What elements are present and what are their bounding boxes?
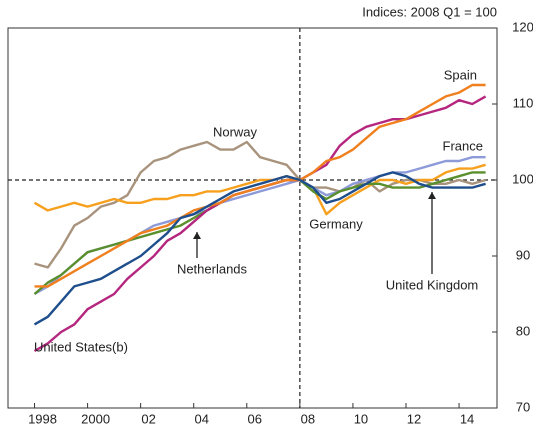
x-tick-label: 10 (354, 411, 368, 426)
x-tick-label: 12 (407, 411, 421, 426)
series-line (33, 95, 487, 353)
y-tick-label: 70 (516, 399, 530, 414)
series-line (33, 171, 486, 326)
series-label: Spain (444, 67, 477, 82)
series-label: Germany (309, 216, 363, 231)
series-line (33, 156, 486, 296)
x-tick-label: 06 (248, 411, 262, 426)
x-tick-label: 04 (194, 411, 208, 426)
y-tick-label: 100 (512, 171, 533, 186)
x-tick-label: 2000 (81, 411, 110, 426)
y-tick-label: 110 (513, 95, 533, 110)
chart-title: Indices: 2008 Q1 = 100 (362, 4, 497, 19)
plot-frame (7, 27, 498, 409)
x-tick-label: 08 (301, 411, 315, 426)
series-label: France (443, 138, 483, 153)
y-tick-label: 80 (516, 323, 530, 338)
x-tick-label: 02 (141, 411, 155, 426)
series-label: Norway (213, 124, 258, 139)
x-tick-label: 14 (460, 411, 474, 426)
series-line (34, 83, 486, 288)
series-label: Netherlands (177, 261, 248, 276)
arrow-head (193, 232, 201, 239)
x-tick-label: 1998 (28, 411, 57, 426)
arrow-head (428, 192, 436, 199)
series-label: United Kingdom (386, 277, 479, 292)
series-line (33, 163, 486, 216)
y-tick-label: 90 (516, 247, 530, 262)
y-tick-label: 120 (512, 19, 533, 34)
series-label: United States(b) (34, 339, 128, 354)
